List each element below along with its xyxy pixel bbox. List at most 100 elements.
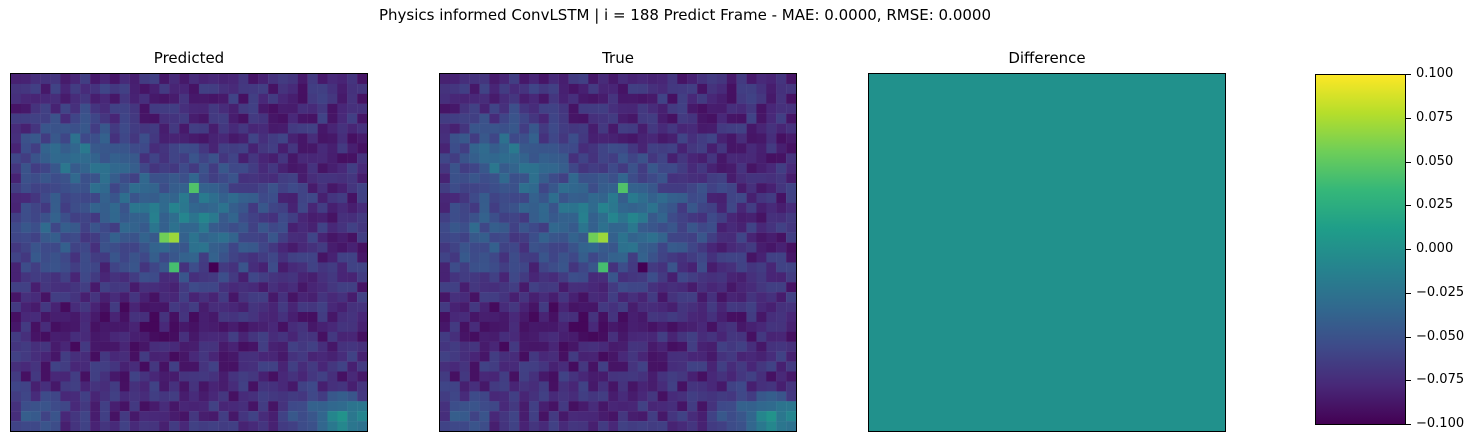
heatmap-cell bbox=[218, 262, 229, 273]
heatmap-cell bbox=[248, 212, 259, 223]
heatmap-cell bbox=[746, 113, 757, 124]
heatmap-cell bbox=[287, 421, 298, 431]
heatmap-cell bbox=[119, 163, 130, 174]
heatmap-cell bbox=[357, 331, 367, 342]
heatmap-cell bbox=[337, 391, 348, 402]
heatmap-cell bbox=[687, 74, 698, 85]
heatmap-cell bbox=[756, 123, 767, 134]
heatmap-cell bbox=[578, 411, 589, 422]
heatmap-cell bbox=[588, 292, 599, 303]
heatmap-cell bbox=[489, 262, 500, 273]
heatmap-cell bbox=[327, 74, 338, 85]
heatmap-cell bbox=[598, 262, 609, 273]
heatmap-cell bbox=[258, 341, 269, 352]
heatmap-cell bbox=[578, 421, 589, 431]
heatmap-cell bbox=[440, 272, 451, 283]
heatmap-cell bbox=[578, 292, 589, 303]
heatmap-cell bbox=[499, 312, 510, 323]
heatmap-cell bbox=[667, 411, 678, 422]
heatmap-cell bbox=[268, 153, 279, 164]
heatmap-cell bbox=[248, 401, 259, 412]
heatmap-cell bbox=[687, 193, 698, 204]
heatmap-cell bbox=[20, 391, 31, 402]
heatmap-cell bbox=[159, 173, 170, 184]
heatmap-cell bbox=[509, 93, 520, 104]
heatmap-cell bbox=[30, 123, 41, 134]
heatmap-cell bbox=[529, 292, 540, 303]
heatmap-cell bbox=[449, 103, 460, 114]
heatmap-cell bbox=[90, 83, 101, 95]
heatmap-cell bbox=[258, 331, 269, 342]
heatmap-cell bbox=[608, 133, 619, 144]
heatmap-cell bbox=[109, 242, 120, 253]
heatmap-cell bbox=[548, 341, 559, 352]
heatmap-cell bbox=[60, 302, 71, 313]
heatmap-cell bbox=[786, 103, 796, 114]
heatmap-cell bbox=[198, 173, 209, 184]
heatmap-cell bbox=[179, 183, 190, 194]
heatmap-cell bbox=[627, 381, 638, 392]
heatmap-cell bbox=[746, 93, 757, 104]
heatmap-cell bbox=[657, 401, 668, 412]
heatmap-cell bbox=[40, 153, 51, 164]
heatmap-cell bbox=[707, 351, 718, 362]
heatmap-cell bbox=[657, 93, 668, 104]
heatmap-cell bbox=[598, 143, 609, 154]
heatmap-cell bbox=[449, 302, 460, 313]
heatmap-cell bbox=[637, 183, 648, 194]
heatmap-cell bbox=[618, 222, 629, 233]
heatmap-cell bbox=[469, 321, 480, 333]
heatmap-cell bbox=[50, 183, 61, 194]
heatmap-cell bbox=[677, 83, 688, 95]
heatmap-cell bbox=[677, 312, 688, 323]
heatmap-cell bbox=[568, 361, 579, 372]
heatmap-cell bbox=[258, 103, 269, 114]
heatmap-cell bbox=[440, 391, 451, 402]
heatmap-cell bbox=[618, 193, 629, 204]
heatmap-cell bbox=[449, 391, 460, 402]
heatmap-cell bbox=[139, 361, 150, 372]
heatmap-cell bbox=[667, 331, 678, 342]
heatmap-cell bbox=[637, 282, 648, 293]
heatmap-cell bbox=[726, 312, 737, 323]
heatmap-cell bbox=[218, 133, 229, 144]
heatmap-cell bbox=[459, 371, 470, 382]
heatmap-cell bbox=[70, 252, 81, 263]
heatmap-cell bbox=[278, 202, 289, 214]
heatmap-cell bbox=[208, 401, 219, 412]
heatmap-cell bbox=[70, 371, 81, 382]
heatmap-cell bbox=[100, 351, 111, 362]
heatmap-cell bbox=[100, 202, 111, 214]
heatmap-cell bbox=[637, 411, 648, 422]
heatmap-cell bbox=[499, 321, 510, 333]
heatmap-cell bbox=[548, 183, 559, 194]
heatmap-cell bbox=[519, 341, 530, 352]
heatmap-cell bbox=[707, 312, 718, 323]
heatmap-cell bbox=[440, 74, 451, 85]
heatmap-cell bbox=[189, 331, 200, 342]
heatmap-cell bbox=[109, 331, 120, 342]
heatmap-cell bbox=[50, 212, 61, 223]
heatmap-cell bbox=[687, 232, 698, 243]
heatmap-cell bbox=[766, 193, 777, 204]
heatmap-cell bbox=[519, 153, 530, 164]
heatmap-cell bbox=[687, 262, 698, 273]
heatmap-cell bbox=[479, 74, 490, 85]
heatmap-cell bbox=[519, 232, 530, 243]
heatmap-cell bbox=[11, 232, 22, 243]
heatmap-cell bbox=[109, 222, 120, 233]
heatmap-cell bbox=[598, 381, 609, 392]
heatmap-cell bbox=[598, 83, 609, 95]
heatmap-cell bbox=[588, 103, 599, 114]
heatmap-cell bbox=[519, 202, 530, 214]
heatmap-cell bbox=[776, 123, 787, 134]
heatmap-cell bbox=[489, 163, 500, 174]
heatmap-cell bbox=[746, 331, 757, 342]
heatmap-cell bbox=[548, 222, 559, 233]
heatmap-cell bbox=[278, 292, 289, 303]
heatmap-cell bbox=[297, 93, 308, 104]
heatmap-cell bbox=[337, 272, 348, 283]
heatmap-cell bbox=[337, 292, 348, 303]
heatmap-cell bbox=[637, 351, 648, 362]
heatmap-cell bbox=[776, 401, 787, 412]
